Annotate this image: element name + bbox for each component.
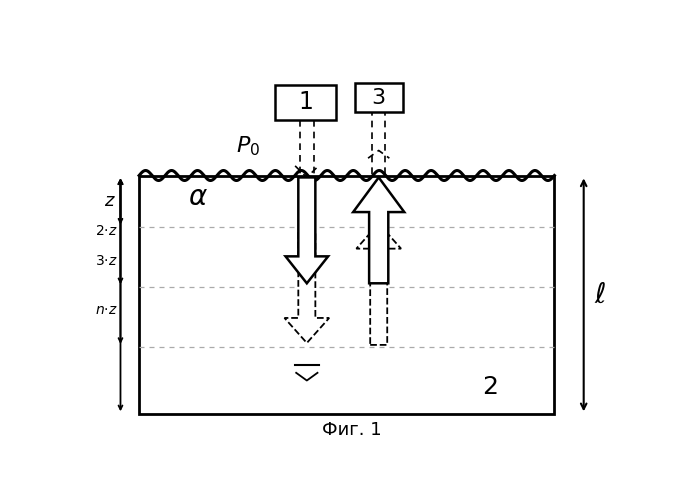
- Bar: [139, 176, 554, 414]
- Text: z: z: [104, 192, 113, 210]
- Text: Фиг. 1: Фиг. 1: [322, 421, 382, 439]
- Text: $3{\cdot}z$: $3{\cdot}z$: [95, 254, 118, 268]
- Text: $\ell$: $\ell$: [594, 281, 606, 309]
- Text: 3: 3: [372, 88, 386, 108]
- Text: $\alpha$: $\alpha$: [188, 182, 207, 210]
- Text: $P_0$: $P_0$: [236, 134, 260, 158]
- Polygon shape: [286, 178, 328, 284]
- Polygon shape: [353, 178, 404, 284]
- Bar: [354, 83, 403, 112]
- Bar: [275, 85, 336, 119]
- Text: $2{\cdot}z$: $2{\cdot}z$: [95, 224, 118, 238]
- Text: $n{\cdot}z$: $n{\cdot}z$: [95, 303, 118, 318]
- Polygon shape: [284, 232, 329, 343]
- Polygon shape: [357, 224, 401, 345]
- Text: 2: 2: [482, 375, 499, 399]
- Text: 1: 1: [298, 90, 313, 114]
